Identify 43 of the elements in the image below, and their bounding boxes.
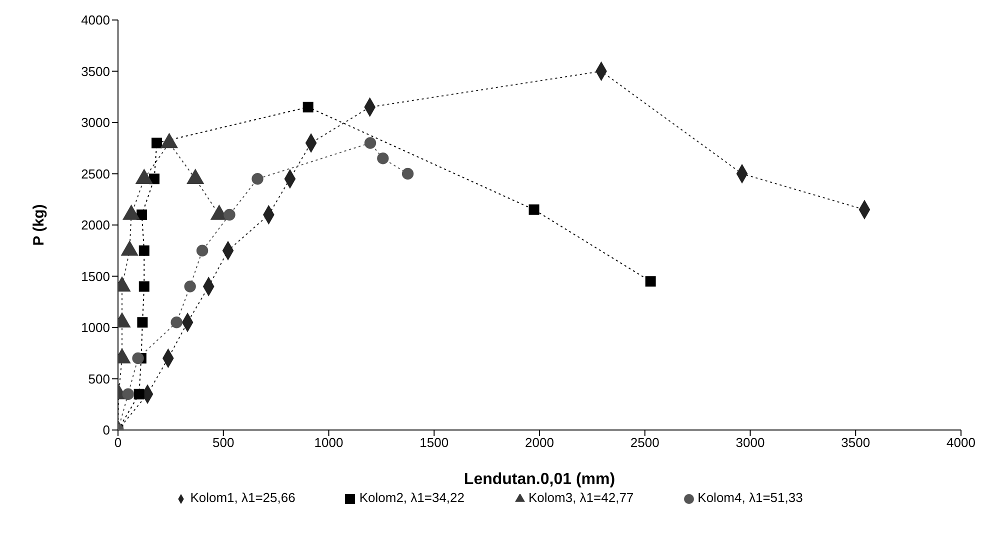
y-axis-title: P (kg) [30, 204, 48, 246]
point [136, 210, 148, 220]
y-tick-label: 2500 [81, 166, 110, 182]
legend-label: Kolom4, λ1=51,33 [698, 490, 803, 505]
x-tick-label: 0 [114, 435, 122, 450]
point [152, 138, 162, 148]
x-tick-label: 3000 [736, 435, 765, 450]
x-axis-title: Lendutan.0,01 (mm) [464, 471, 616, 488]
point [132, 352, 144, 364]
point [137, 317, 148, 328]
x-tick-label: 1500 [420, 435, 449, 450]
y-tick-label: 0 [102, 422, 110, 438]
x-tick-label: 2500 [630, 435, 660, 450]
x-tick-label: 2000 [525, 435, 554, 450]
point [184, 280, 196, 292]
y-tick-label: 3000 [81, 115, 110, 130]
point [138, 281, 150, 292]
point [224, 208, 236, 221]
point [377, 152, 389, 164]
point [528, 204, 540, 215]
y-tick-label: 3500 [81, 64, 110, 79]
point [402, 168, 414, 180]
y-tick-label: 1500 [81, 268, 110, 284]
point [252, 173, 264, 185]
point [196, 244, 208, 256]
x-tick-label: 500 [212, 435, 234, 450]
x-tick-label: 4000 [946, 435, 976, 450]
x-tick-label: 1000 [314, 435, 344, 450]
point [138, 245, 150, 256]
legend-label: Kolom3, λ1=42,77 [528, 490, 634, 505]
point [364, 137, 376, 149]
y-tick-label: 1000 [81, 320, 110, 336]
point [122, 388, 134, 400]
y-tick-label: 500 [88, 371, 110, 386]
x-tick-label: 3500 [841, 435, 870, 450]
point [170, 316, 182, 328]
point [645, 276, 656, 287]
y-tick-label: 2000 [81, 218, 110, 233]
point [134, 388, 144, 400]
point [302, 102, 314, 112]
legend-label: Kolom2, λ1=34,22 [359, 490, 464, 505]
legend-label: Kolom1, λ1=25,66 [190, 490, 296, 505]
y-tick-label: 4000 [81, 12, 110, 28]
